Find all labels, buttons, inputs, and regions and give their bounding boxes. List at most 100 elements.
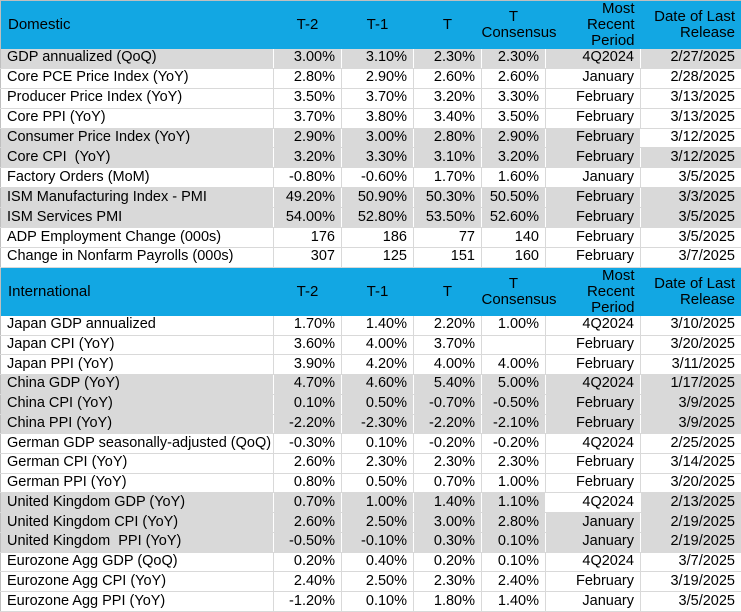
value-cell[interactable]: -0.30% bbox=[273, 433, 342, 454]
value-cell[interactable]: 3/13/2025 bbox=[640, 88, 741, 109]
value-cell[interactable]: 3.70% bbox=[413, 335, 482, 356]
value-cell[interactable]: 3/20/2025 bbox=[640, 473, 741, 494]
value-cell[interactable]: 4Q2024 bbox=[545, 315, 641, 336]
value-cell[interactable]: 3.60% bbox=[273, 335, 342, 356]
row-label-cell[interactable]: China CPI (YoY) bbox=[0, 394, 274, 415]
row-label-cell[interactable]: United Kingdom GDP (YoY) bbox=[0, 492, 274, 514]
value-cell[interactable]: 3.30% bbox=[481, 88, 546, 109]
value-cell[interactable]: 3.00% bbox=[273, 49, 342, 69]
value-cell[interactable]: 49.20% bbox=[273, 187, 342, 209]
value-cell[interactable]: 52.60% bbox=[481, 207, 546, 229]
value-cell[interactable]: 3.50% bbox=[481, 108, 546, 129]
column-header-date-of-last-release[interactable]: Date of Last Release bbox=[640, 267, 741, 316]
value-cell[interactable]: 3.00% bbox=[341, 128, 414, 149]
section-title-domestic[interactable]: Domestic bbox=[0, 0, 274, 49]
value-cell[interactable]: -2.30% bbox=[341, 414, 414, 435]
value-cell[interactable]: 3/5/2025 bbox=[640, 591, 741, 612]
row-label-cell[interactable]: Change in Nonfarm Payrolls (000s) bbox=[0, 247, 274, 268]
value-cell[interactable]: 52.80% bbox=[341, 207, 414, 229]
value-cell[interactable]: February bbox=[545, 354, 641, 376]
value-cell[interactable]: 2/13/2025 bbox=[640, 492, 741, 514]
value-cell[interactable]: 4Q2024 bbox=[545, 433, 641, 454]
value-cell[interactable]: -0.70% bbox=[413, 394, 482, 415]
value-cell[interactable]: 1.70% bbox=[273, 315, 342, 336]
value-cell[interactable]: 125 bbox=[341, 247, 414, 268]
column-header-most-recent-period[interactable]: Most Recent Period bbox=[545, 267, 641, 316]
row-label-cell[interactable]: ISM Manufacturing Index - PMI bbox=[0, 187, 274, 209]
value-cell[interactable]: 176 bbox=[273, 227, 342, 248]
value-cell[interactable]: February bbox=[545, 108, 641, 129]
value-cell[interactable]: 2/19/2025 bbox=[640, 532, 741, 553]
value-cell[interactable]: February bbox=[545, 128, 641, 149]
value-cell[interactable]: 3.50% bbox=[273, 88, 342, 109]
value-cell[interactable]: 3/5/2025 bbox=[640, 167, 741, 189]
value-cell[interactable]: 186 bbox=[341, 227, 414, 248]
value-cell[interactable]: 2.90% bbox=[341, 68, 414, 89]
column-header-t1[interactable]: T-1 bbox=[341, 267, 414, 316]
value-cell[interactable]: 4.60% bbox=[341, 374, 414, 395]
value-cell[interactable]: February bbox=[545, 571, 641, 593]
row-label-cell[interactable]: Factory Orders (MoM) bbox=[0, 167, 274, 189]
row-label-cell[interactable]: German PPI (YoY) bbox=[0, 473, 274, 494]
row-label-cell[interactable]: United Kingdom CPI (YoY) bbox=[0, 512, 274, 533]
value-cell[interactable]: 54.00% bbox=[273, 207, 342, 229]
value-cell[interactable]: 1.40% bbox=[341, 315, 414, 336]
value-cell[interactable]: 0.50% bbox=[341, 394, 414, 415]
value-cell[interactable]: February bbox=[545, 335, 641, 356]
value-cell[interactable]: 0.10% bbox=[341, 433, 414, 454]
value-cell[interactable]: -1.20% bbox=[273, 591, 342, 612]
value-cell[interactable]: 2.60% bbox=[273, 453, 342, 474]
value-cell[interactable]: 3/13/2025 bbox=[640, 108, 741, 129]
value-cell[interactable]: 3.90% bbox=[273, 354, 342, 376]
value-cell[interactable]: -0.50% bbox=[481, 394, 546, 415]
value-cell[interactable]: January bbox=[545, 68, 641, 89]
value-cell[interactable]: 3/14/2025 bbox=[640, 453, 741, 474]
row-label-cell[interactable]: Consumer Price Index (YoY) bbox=[0, 128, 274, 149]
value-cell[interactable]: 2.60% bbox=[273, 512, 342, 533]
value-cell[interactable]: 4Q2024 bbox=[545, 492, 641, 514]
value-cell[interactable]: 160 bbox=[481, 247, 546, 268]
column-header-t[interactable]: T bbox=[413, 267, 482, 316]
value-cell[interactable]: February bbox=[545, 227, 641, 248]
value-cell[interactable]: 2/27/2025 bbox=[640, 49, 741, 69]
row-label-cell[interactable]: German GDP seasonally-adjusted (QoQ) bbox=[0, 433, 274, 454]
column-header-date-of-last-release[interactable]: Date of Last Release bbox=[640, 0, 741, 49]
value-cell[interactable]: 3/9/2025 bbox=[640, 414, 741, 435]
value-cell[interactable]: 0.10% bbox=[481, 552, 546, 573]
value-cell[interactable]: 0.20% bbox=[413, 552, 482, 573]
value-cell[interactable]: 3/12/2025 bbox=[640, 128, 741, 149]
column-header-consensus[interactable]: T Consensus bbox=[481, 267, 557, 316]
value-cell[interactable]: 0.40% bbox=[341, 552, 414, 573]
value-cell[interactable]: 1.00% bbox=[481, 315, 546, 336]
section-title-international[interactable]: International bbox=[0, 267, 274, 316]
row-label-cell[interactable]: Producer Price Index (YoY) bbox=[0, 88, 274, 109]
value-cell[interactable]: 140 bbox=[481, 227, 546, 248]
value-cell[interactable]: 2.50% bbox=[341, 512, 414, 533]
row-label-cell[interactable]: ADP Employment Change (000s) bbox=[0, 227, 274, 248]
value-cell[interactable]: 4.00% bbox=[481, 354, 546, 376]
column-header-t1[interactable]: T-1 bbox=[341, 0, 414, 49]
value-cell[interactable]: February bbox=[545, 147, 641, 169]
value-cell[interactable]: 1.60% bbox=[481, 167, 546, 189]
value-cell[interactable]: 0.50% bbox=[341, 473, 414, 494]
value-cell[interactable]: 2.50% bbox=[341, 571, 414, 593]
value-cell[interactable]: 2.30% bbox=[341, 453, 414, 474]
value-cell[interactable]: 0.70% bbox=[413, 473, 482, 494]
value-cell[interactable]: 2.60% bbox=[481, 68, 546, 89]
value-cell[interactable]: 0.70% bbox=[273, 492, 342, 514]
value-cell[interactable]: 1.40% bbox=[413, 492, 482, 514]
value-cell[interactable]: 2.80% bbox=[481, 512, 546, 533]
value-cell[interactable]: -0.20% bbox=[481, 433, 546, 454]
row-label-cell[interactable]: ISM Services PMI bbox=[0, 207, 274, 229]
value-cell[interactable]: February bbox=[545, 453, 641, 474]
value-cell[interactable]: 4.20% bbox=[341, 354, 414, 376]
value-cell[interactable]: 2.30% bbox=[413, 453, 482, 474]
value-cell[interactable]: February bbox=[545, 247, 641, 268]
column-header-most-recent-period[interactable]: Most Recent Period bbox=[545, 0, 641, 49]
value-cell[interactable]: 1.70% bbox=[413, 167, 482, 189]
column-header-t2[interactable]: T-2 bbox=[273, 0, 342, 49]
value-cell[interactable]: -0.10% bbox=[341, 532, 414, 553]
value-cell[interactable]: 3.10% bbox=[413, 147, 482, 169]
column-header-t[interactable]: T bbox=[413, 0, 482, 49]
value-cell[interactable]: 3.40% bbox=[413, 108, 482, 129]
